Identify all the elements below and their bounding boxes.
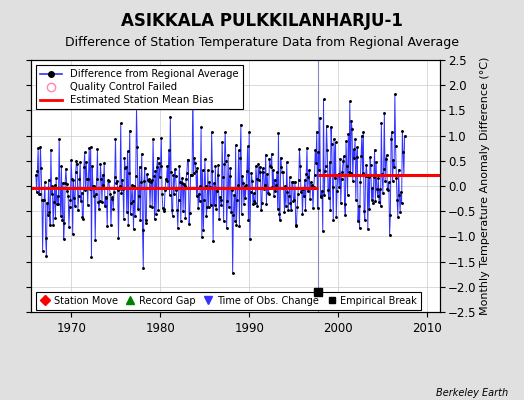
Text: Difference of Station Temperature Data from Regional Average: Difference of Station Temperature Data f…: [65, 36, 459, 49]
Y-axis label: Monthly Temperature Anomaly Difference (°C): Monthly Temperature Anomaly Difference (…: [481, 57, 490, 315]
Text: ASIKKALA PULKKILANHARJU-1: ASIKKALA PULKKILANHARJU-1: [121, 12, 403, 30]
Legend: Station Move, Record Gap, Time of Obs. Change, Empirical Break: Station Move, Record Gap, Time of Obs. C…: [36, 292, 421, 310]
Text: Berkeley Earth: Berkeley Earth: [436, 388, 508, 398]
